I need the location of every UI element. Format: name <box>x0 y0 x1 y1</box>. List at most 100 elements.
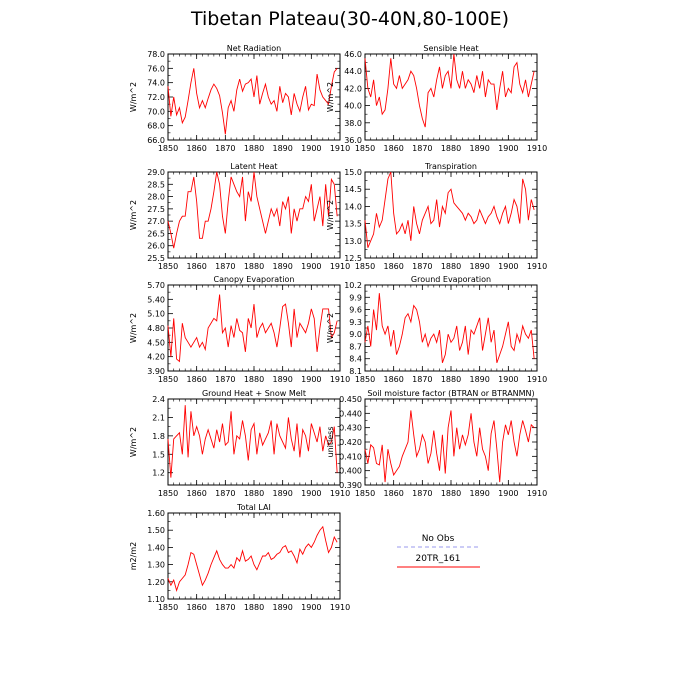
y-tick-label: 4.20 <box>147 353 165 362</box>
x-tick-label: 1900 <box>301 375 321 384</box>
figure-title: Tibetan Plateau(30-40N,80-100E) <box>190 8 510 30</box>
chart-panel: 1850 1860 1870 1880 1890 1900 1910 1.2 1.5 1.8 2.1… <box>129 389 350 498</box>
y-tick-label: 14.5 <box>344 185 362 194</box>
x-tick-label: 1860 <box>186 375 206 384</box>
x-tick-label: 1860 <box>383 262 403 271</box>
x-tick-label: 1890 <box>272 262 292 271</box>
y-tick-label: 1.20 <box>147 578 165 587</box>
series-line <box>167 171 338 249</box>
chart-panel: 1850 1860 1870 1880 1890 1900 191012.513.013.5… <box>326 162 547 271</box>
y-tick-label: 0.420 <box>339 438 362 447</box>
x-tick-label: 1860 <box>383 489 403 498</box>
y-tick-label: 1.8 <box>152 432 165 441</box>
x-tick-label: 1870 <box>412 489 432 498</box>
y-tick-label: 13.0 <box>344 237 362 246</box>
y-tick-label: 0.440 <box>339 409 362 418</box>
plot-frame <box>364 171 538 259</box>
series-line <box>167 68 338 135</box>
x-tick-label: 1910 <box>527 262 547 271</box>
x-tick-label: 1870 <box>412 375 432 384</box>
x-tick-label: 1890 <box>272 489 292 498</box>
y-tick-label: 68.0 <box>147 122 165 131</box>
y-axis-label: m2/m2 <box>129 542 138 570</box>
chart-panel: 1850 1860 1870 1880 1890 1900 1910 25.5 26.0 26.5… <box>129 162 350 271</box>
x-tick-label: 1850 <box>158 144 178 153</box>
x-tick-label: 1860 <box>186 489 206 498</box>
y-tick-label: 36.0 <box>344 136 362 145</box>
x-tick-label: 1890 <box>469 489 489 498</box>
x-tick-label: 1890 <box>272 144 292 153</box>
x-tick-label: 1910 <box>330 144 350 153</box>
x-tick-label: 1850 <box>355 489 375 498</box>
y-tick-label: 0.430 <box>339 424 362 433</box>
y-axis-label: unitless <box>326 427 335 458</box>
x-tick-label: 1910 <box>527 375 547 384</box>
x-tick-label: 1880 <box>244 603 264 612</box>
y-tick-label: 12.5 <box>344 254 362 263</box>
y-tick-label: 28.0 <box>147 193 165 202</box>
y-axis-label: W/m^2 <box>129 313 138 343</box>
plot-frame <box>364 53 538 141</box>
y-tick-label: 76.0 <box>147 64 165 73</box>
panel-title: Latent Heat <box>230 162 277 171</box>
y-tick-label: 9.9 <box>349 293 362 302</box>
y-tick-label: 3.90 <box>147 367 165 376</box>
x-tick-label: 1850 <box>355 262 375 271</box>
y-tick-label: 38.0 <box>344 119 362 128</box>
x-tick-label: 1910 <box>527 489 547 498</box>
chart-panel: 1850 1860 1870 1880 1890 1900 1910 66.0 68.0 70.0… <box>129 44 350 153</box>
x-tick-label: 1870 <box>215 603 235 612</box>
x-tick-label: 1850 <box>158 262 178 271</box>
x-tick-label: 1880 <box>441 489 461 498</box>
y-tick-label: 40.0 <box>344 102 362 111</box>
plot-frame <box>167 171 341 259</box>
y-tick-label: 5.70 <box>147 281 165 290</box>
y-tick-label: 1.50 <box>147 526 165 535</box>
x-tick-label: 1860 <box>186 603 206 612</box>
y-tick-label: 42.0 <box>344 84 362 93</box>
y-tick-label: 74.0 <box>147 79 165 88</box>
panel-title: Transpiration <box>424 162 477 171</box>
y-tick-label: 2.1 <box>152 413 165 422</box>
x-tick-label: 1900 <box>498 375 518 384</box>
x-tick-label: 1850 <box>158 603 178 612</box>
series-line <box>364 53 535 128</box>
series-line <box>364 171 535 248</box>
x-tick-label: 1900 <box>498 144 518 153</box>
x-tick-label: 1910 <box>330 262 350 271</box>
y-tick-label: 4.80 <box>147 324 165 333</box>
y-tick-label: 5.40 <box>147 295 165 304</box>
y-tick-label: 26.0 <box>147 242 165 251</box>
x-tick-label: 1850 <box>355 375 375 384</box>
panel-title: Net Radiation <box>227 44 281 53</box>
x-tick-label: 1870 <box>215 489 235 498</box>
y-tick-label: 1.2 <box>152 469 165 478</box>
series-line <box>364 410 535 483</box>
x-tick-label: 1870 <box>412 144 432 153</box>
y-tick-label: 1.5 <box>152 450 165 459</box>
x-tick-label: 1900 <box>301 603 321 612</box>
y-tick-label: 4.50 <box>147 338 165 347</box>
x-tick-label: 1880 <box>244 144 264 153</box>
y-tick-label: 1.30 <box>147 561 165 570</box>
panel-title: Total LAI <box>236 503 271 512</box>
y-axis-label: W/m^2 <box>326 82 335 112</box>
x-tick-label: 1860 <box>186 262 206 271</box>
y-tick-label: 27.0 <box>147 217 165 226</box>
x-tick-label: 1850 <box>158 375 178 384</box>
y-tick-label: 13.5 <box>344 220 362 229</box>
y-axis-label: W/m^2 <box>129 200 138 230</box>
y-tick-label: 15.0 <box>344 168 362 177</box>
series-line <box>167 405 338 478</box>
x-tick-label: 1870 <box>215 262 235 271</box>
y-tick-label: 0.450 <box>339 395 362 404</box>
y-tick-label: 78.0 <box>147 50 165 59</box>
y-tick-label: 28.5 <box>147 180 165 189</box>
y-tick-label: 29.0 <box>147 168 165 177</box>
y-tick-label: 1.60 <box>147 509 165 518</box>
x-tick-label: 1880 <box>441 262 461 271</box>
y-axis-label: W/m^2 <box>129 427 138 457</box>
y-tick-label: 9.6 <box>349 306 362 315</box>
plot-frame <box>364 284 538 372</box>
